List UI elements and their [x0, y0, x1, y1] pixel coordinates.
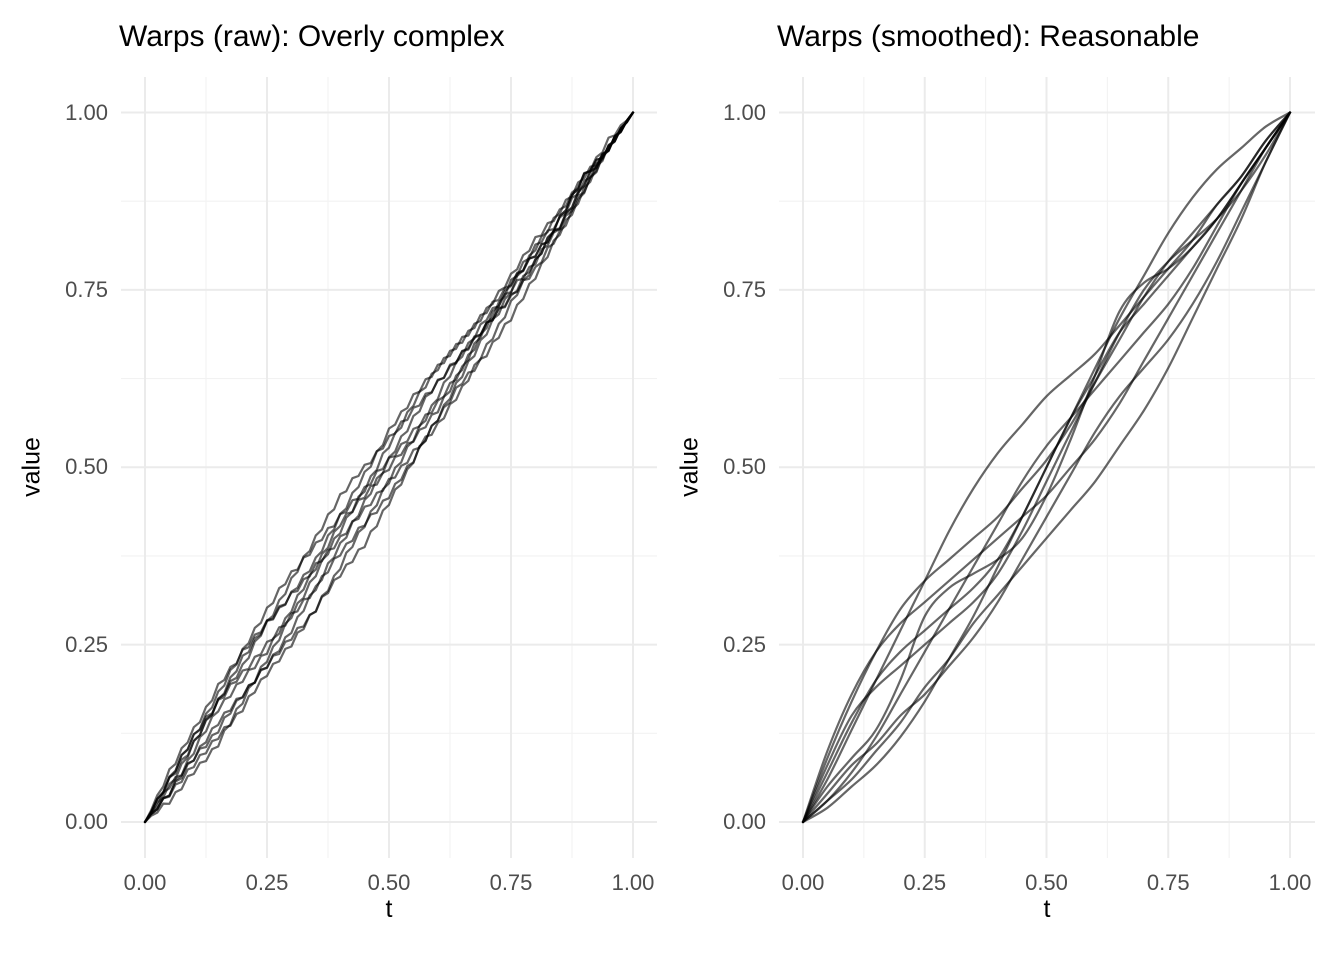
warp-line	[801, 111, 1292, 824]
right-panel-plot-area	[779, 77, 1315, 858]
y-tick-label: 0.00	[723, 809, 766, 834]
left-panel-plot-area	[121, 77, 657, 858]
x-tick-label: 0.75	[1146, 870, 1190, 895]
right-x-axis-title: t	[1043, 895, 1051, 923]
x-tick-label: 0.25	[245, 870, 289, 895]
right-y-axis-title: value	[675, 437, 704, 497]
warp-line	[801, 111, 1292, 824]
x-tick-label: 0.75	[489, 870, 533, 895]
left-panel-title: Warps (raw): Overly complex	[119, 20, 505, 53]
x-tick-label: 0.00	[781, 870, 825, 895]
right-panel-title: Warps (smoothed): Reasonable	[777, 20, 1200, 53]
y-tick-label: 0.25	[723, 631, 766, 657]
y-tick-label: 0.75	[65, 276, 108, 302]
y-tick-label: 0.50	[65, 454, 108, 480]
left-y-axis-title: value	[17, 437, 46, 497]
x-tick-label: 1.00	[1268, 870, 1312, 895]
warp-line	[143, 111, 635, 824]
y-tick-label: 1.00	[723, 99, 766, 125]
y-tick-label: 0.25	[65, 631, 108, 657]
y-tick-label: 0.00	[65, 809, 108, 834]
warp-line	[801, 111, 1292, 824]
x-tick-label: 0.00	[123, 870, 167, 895]
warp-line	[143, 111, 635, 824]
warp-line	[143, 111, 635, 824]
warp-line	[801, 111, 1292, 824]
left-x-axis-title: t	[385, 895, 393, 923]
x-tick-label: 0.50	[1025, 870, 1068, 895]
x-tick-label: 0.25	[903, 870, 947, 895]
y-tick-label: 0.75	[723, 276, 766, 302]
warp-line	[801, 111, 1292, 824]
warp-line	[801, 111, 1292, 824]
x-tick-label: 1.00	[611, 870, 655, 895]
y-tick-label: 0.50	[723, 454, 766, 480]
x-tick-label: 0.50	[367, 870, 411, 895]
y-tick-label: 1.00	[65, 99, 108, 125]
